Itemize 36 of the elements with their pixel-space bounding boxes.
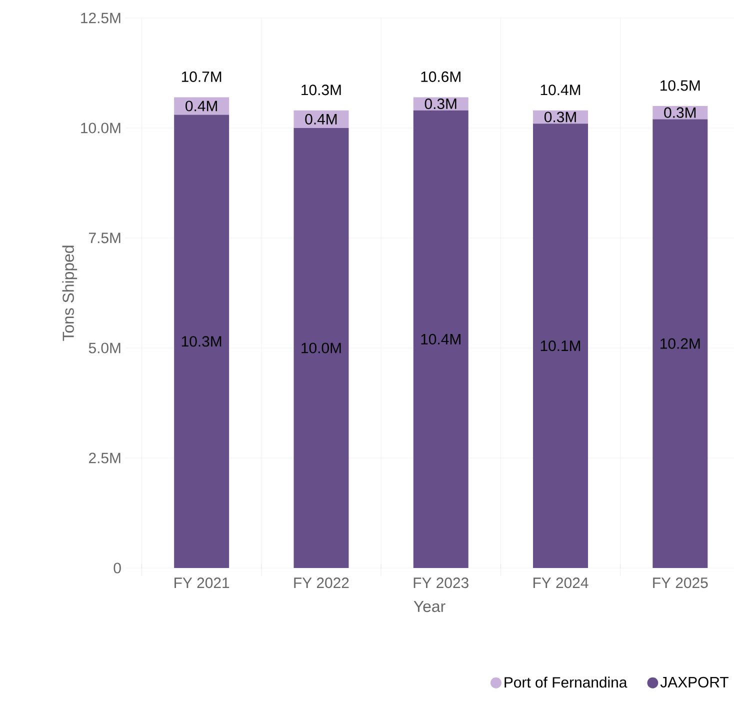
bar: [413, 110, 468, 568]
data-label: 0.4M: [305, 114, 337, 124]
bar: [294, 128, 349, 568]
bar: [533, 124, 588, 568]
y-tick-label: 0: [114, 562, 121, 574]
data-label: 10.2M: [660, 338, 700, 349]
data-label: 0.3M: [424, 98, 456, 110]
total-label: 10.3M: [302, 84, 341, 96]
x-tick-label: FY 2025: [653, 578, 708, 588]
data-label: 0.4M: [186, 100, 217, 112]
total-label: 10.7M: [182, 71, 222, 82]
total-label: 10.5M: [660, 80, 700, 91]
bar: [174, 97, 230, 115]
legend-label: Port of Fernandina: [504, 676, 628, 688]
y-tick-label: 12.5M: [81, 12, 120, 24]
data-label: 10.0M: [302, 342, 341, 354]
x-tick-label: FY 2022: [294, 578, 349, 588]
bar: [174, 114, 230, 568]
data-label: 0.3M: [664, 107, 696, 118]
y-axis-title: Tons Shipped: [62, 246, 78, 341]
y-tick-label: 7.5M: [89, 232, 120, 244]
legend-label: JAXPORT: [660, 676, 728, 688]
data-label: 0.3M: [544, 112, 576, 122]
x-axis-title: Year: [414, 600, 446, 612]
data-label: 10.3M: [182, 336, 222, 347]
data-label: 10.4M: [421, 334, 460, 344]
y-tick-label: 5.0M: [88, 342, 120, 354]
bar: [652, 119, 708, 568]
x-tick-label: FY 2021: [174, 578, 230, 588]
x-tick-label: FY 2023: [414, 578, 468, 588]
y-tick-label: 10.0M: [81, 122, 120, 134]
data-label: 10.1M: [540, 340, 580, 352]
x-tick-label: FY 2024: [533, 578, 588, 588]
y-tick-label: 2.5M: [89, 452, 120, 464]
total-label: 10.6M: [421, 71, 460, 82]
total-label: 10.4M: [540, 84, 580, 96]
